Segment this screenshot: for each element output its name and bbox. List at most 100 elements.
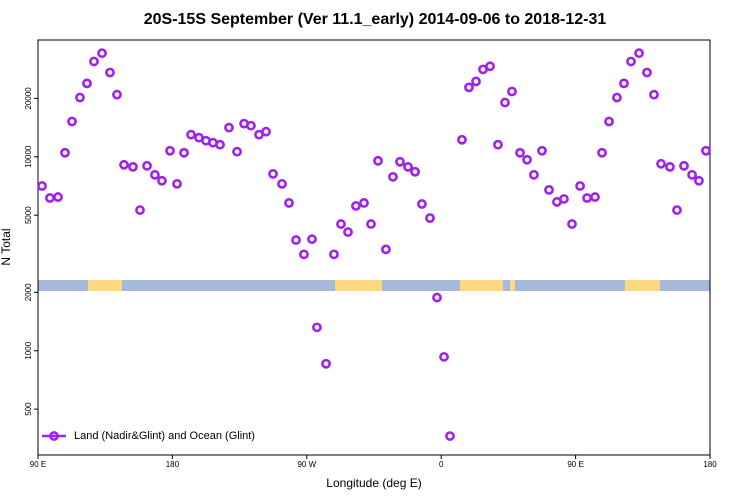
- data-point: [299, 249, 309, 260]
- data-point: [67, 116, 77, 127]
- data-point: [112, 89, 122, 100]
- data-point: [634, 48, 644, 59]
- land-strip: [510, 280, 515, 291]
- x-tick-label: 180: [703, 460, 717, 469]
- data-point: [515, 147, 525, 158]
- data-point: [142, 160, 152, 171]
- data-point: [694, 175, 704, 186]
- y-tick-label: 2000: [24, 283, 33, 301]
- data-point: [381, 244, 391, 255]
- data-point: [687, 169, 697, 180]
- data-point: [53, 192, 63, 202]
- x-tick-label: 90 E: [567, 460, 583, 469]
- data-point: [366, 219, 376, 229]
- data-point: [215, 139, 225, 150]
- data-point: [97, 48, 107, 59]
- data-point: [403, 161, 413, 172]
- data-point: [522, 154, 532, 165]
- data-point: [410, 166, 420, 177]
- data-point: [425, 213, 435, 223]
- land-strip: [88, 280, 122, 291]
- data-point: [268, 169, 278, 179]
- data-point: [157, 175, 167, 186]
- data-point: [224, 122, 234, 133]
- land-strip: [335, 280, 382, 291]
- data-point: [649, 89, 659, 100]
- x-tick-label: 180: [166, 460, 180, 469]
- y-tick-label: 500: [24, 402, 33, 416]
- y-axis-label: N Total: [0, 228, 13, 265]
- data-point: [105, 67, 115, 78]
- data-point: [277, 178, 287, 189]
- data-point: [604, 116, 614, 127]
- data-point: [119, 159, 129, 170]
- data-point: [343, 227, 353, 237]
- data-point: [582, 193, 592, 203]
- data-point: [432, 292, 442, 303]
- plot-frame: [37, 39, 711, 456]
- y-tick-label: 10000: [24, 145, 33, 168]
- x-axis-label: Longitude (deg E): [326, 476, 421, 490]
- data-point: [75, 92, 85, 103]
- data-point: [493, 139, 503, 150]
- data-point: [471, 76, 481, 87]
- data-point: [529, 169, 539, 180]
- data-point: [37, 181, 47, 191]
- data-point: [656, 158, 666, 169]
- data-point: [612, 92, 622, 103]
- data-point: [457, 134, 467, 145]
- data-point: [567, 219, 577, 229]
- surface-strip: [38, 280, 710, 291]
- data-point: [150, 169, 160, 180]
- y-tick-label: 20000: [24, 87, 33, 110]
- data-point: [186, 129, 196, 140]
- land-strip: [460, 280, 503, 291]
- data-point: [544, 184, 554, 195]
- data-point: [172, 178, 182, 189]
- data-point: [232, 146, 242, 157]
- data-point: [128, 161, 138, 172]
- data-point: [500, 97, 510, 108]
- data-point: [246, 120, 256, 131]
- data-point: [307, 234, 317, 245]
- data-point: [329, 249, 339, 260]
- data-point: [575, 181, 585, 191]
- data-point: [261, 126, 271, 137]
- data-point: [312, 322, 322, 333]
- data-point: [359, 198, 369, 208]
- data-point: [559, 194, 569, 204]
- data-point: [642, 67, 652, 78]
- data-point: [388, 171, 398, 182]
- data-point: [135, 205, 145, 215]
- x-tick-label: 90 E: [30, 460, 46, 469]
- data-point: [485, 61, 495, 72]
- data-point: [445, 431, 455, 441]
- data-point: [291, 235, 301, 245]
- x-tick-label: 90 W: [297, 460, 316, 469]
- data-point: [82, 78, 92, 89]
- data-point: [321, 358, 331, 369]
- data-point: [701, 145, 711, 156]
- data-point: [89, 56, 99, 67]
- data-point: [590, 192, 600, 202]
- data-point: [537, 145, 547, 156]
- data-point: [373, 155, 383, 166]
- data-point: [60, 147, 70, 158]
- data-point: [679, 160, 689, 171]
- data-point: [165, 145, 175, 156]
- data-point: [626, 56, 636, 67]
- data-point: [284, 198, 294, 208]
- data-point: [336, 219, 346, 229]
- data-point: [439, 351, 449, 362]
- legend-marker: [49, 431, 59, 441]
- data-point: [619, 78, 629, 89]
- data-point: [464, 82, 474, 93]
- y-tick-label: 1000: [24, 341, 33, 359]
- data-point: [507, 86, 517, 97]
- data-point: [45, 193, 55, 203]
- data-point: [395, 156, 405, 167]
- chart-title: 20S-15S September (Ver 11.1_early) 2014-…: [144, 11, 607, 28]
- data-point: [351, 201, 361, 211]
- data-point: [665, 161, 675, 172]
